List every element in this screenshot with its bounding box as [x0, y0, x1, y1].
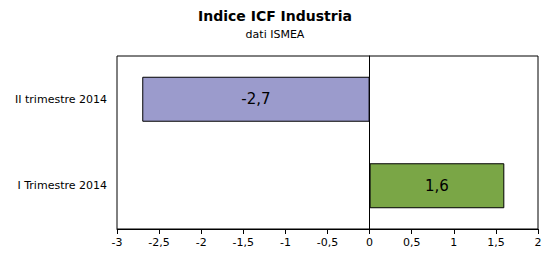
svg-text:-2: -2: [196, 236, 207, 249]
svg-text:-2,5: -2,5: [148, 236, 169, 249]
svg-text:-0,5: -0,5: [317, 236, 338, 249]
svg-text:-2,7: -2,7: [241, 90, 270, 108]
svg-text:Indice ICF Industria: Indice ICF Industria: [198, 8, 352, 24]
svg-text:1,5: 1,5: [487, 236, 505, 249]
svg-text:II trimestre 2014: II trimestre 2014: [15, 93, 107, 106]
svg-text:0: 0: [366, 236, 373, 249]
svg-text:1,6: 1,6: [425, 177, 449, 195]
svg-text:1: 1: [450, 236, 457, 249]
svg-text:dati ISMEA: dati ISMEA: [246, 28, 305, 41]
svg-text:-1: -1: [280, 236, 291, 249]
svg-text:-1,5: -1,5: [233, 236, 254, 249]
svg-text:-3: -3: [112, 236, 123, 249]
svg-text:I Trimestre 2014: I Trimestre 2014: [18, 179, 108, 192]
svg-text:0,5: 0,5: [403, 236, 421, 249]
svg-text:2: 2: [535, 236, 542, 249]
